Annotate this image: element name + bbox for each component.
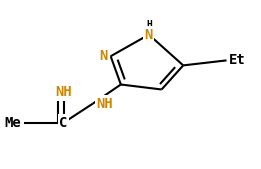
Text: Et: Et xyxy=(229,53,246,67)
Text: C: C xyxy=(59,116,68,130)
Text: N: N xyxy=(100,49,108,63)
Text: NH: NH xyxy=(97,97,113,111)
Text: Me: Me xyxy=(5,116,22,130)
Text: NH: NH xyxy=(55,85,72,99)
Text: N: N xyxy=(145,28,153,42)
Text: H: H xyxy=(146,20,152,30)
